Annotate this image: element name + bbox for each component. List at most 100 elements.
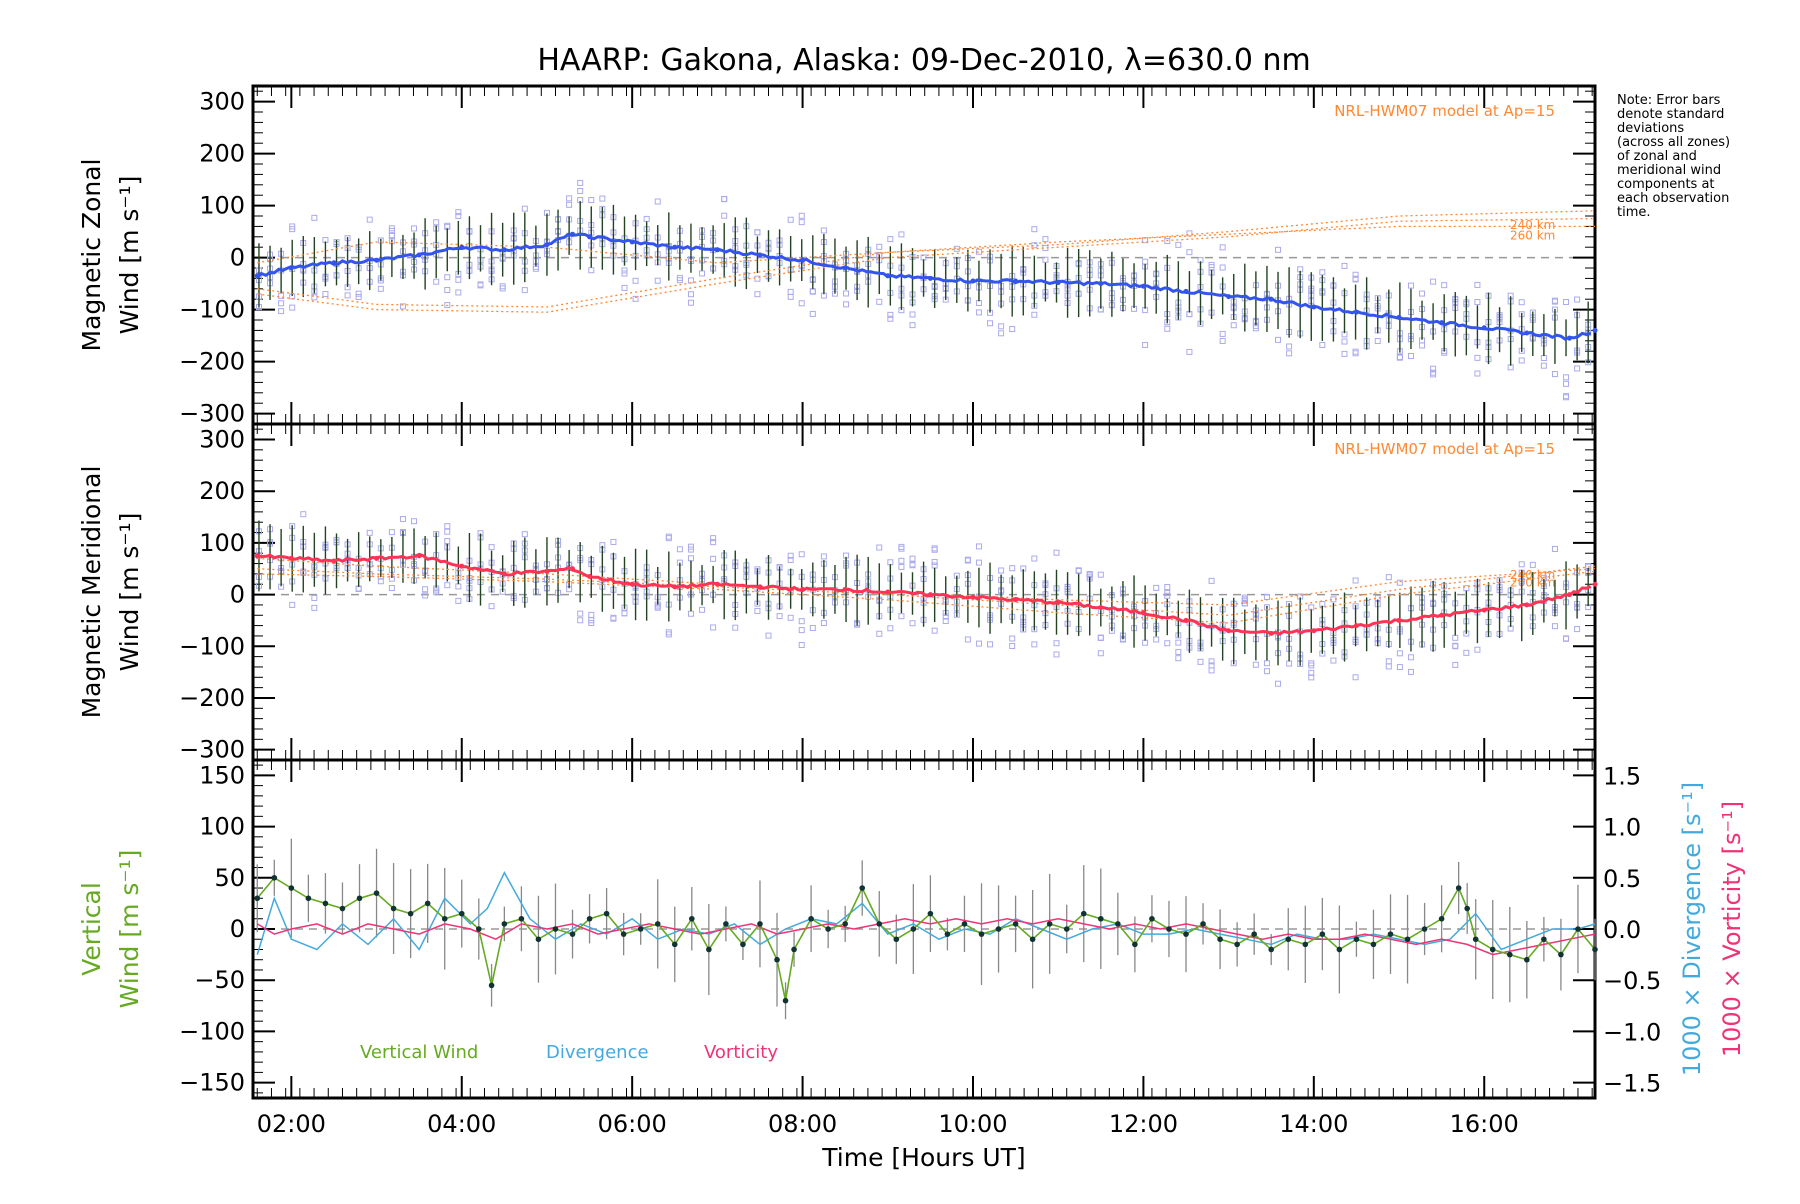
zone-sample-point	[776, 613, 783, 620]
zone-sample-point	[377, 285, 384, 292]
vertical-wind-point	[1166, 926, 1172, 932]
zone-sample-point	[1474, 299, 1481, 306]
vertical-wind-point	[1506, 951, 1513, 958]
divergence-line	[256, 871, 1596, 955]
zone-sample-point	[754, 275, 761, 282]
zone-sample-point	[987, 320, 994, 327]
zone-sample-point	[1518, 299, 1525, 306]
zone-sample-point	[1385, 663, 1392, 670]
zone-sample-point	[732, 624, 739, 631]
zone-sample-point	[377, 578, 384, 585]
zone-sample-point	[444, 582, 451, 589]
series-point	[1055, 599, 1061, 605]
vertical-wind-point	[586, 915, 593, 922]
zone-sample-point	[798, 551, 805, 558]
zone-sample-point	[1574, 365, 1581, 372]
zone-sample-point	[710, 535, 717, 542]
vertical-wind-point	[1063, 926, 1070, 932]
model-curve	[257, 217, 1596, 313]
y-tick-label: 100	[199, 192, 245, 220]
vertical-wind-point	[288, 885, 295, 891]
series-point	[1481, 607, 1487, 613]
zone-sample-point	[1031, 311, 1038, 318]
zone-sample-point	[1142, 639, 1149, 646]
zone-sample-point	[1097, 571, 1104, 578]
zone-sample-point	[1563, 635, 1570, 642]
zone-sample-point	[1563, 374, 1570, 381]
zone-sample-point	[1286, 350, 1293, 357]
model-label: NRL-HWM07 model at Ap=15	[1334, 440, 1555, 458]
series-point	[1353, 309, 1359, 315]
series-point	[1566, 592, 1572, 598]
zone-sample-point	[876, 630, 883, 637]
vertical-wind-point	[1455, 885, 1462, 891]
series-point	[587, 573, 593, 579]
zone-sample-point	[521, 205, 528, 212]
series-point	[587, 234, 593, 240]
zone-sample-point	[931, 545, 938, 552]
zone-sample-point	[1341, 338, 1348, 345]
zone-sample-point	[721, 195, 728, 202]
y-axis-label: Wind [m s⁻¹]	[115, 513, 144, 672]
x-tick-label: 04:00	[427, 1110, 496, 1138]
zone-sample-point	[887, 236, 894, 243]
series-point	[1098, 281, 1104, 287]
zone-sample-point	[975, 640, 982, 647]
y-tick-label: 300	[199, 426, 245, 454]
zone-sample-point	[787, 552, 794, 559]
vertical-wind-point	[723, 921, 729, 927]
zone-sample-point	[843, 301, 850, 308]
zone-sample-point	[1308, 669, 1315, 676]
zone-sample-point	[1474, 354, 1481, 361]
zone-sample-point	[1396, 579, 1403, 586]
zone-sample-point	[1186, 348, 1193, 355]
vertical-wind-point	[1353, 936, 1360, 943]
zone-sample-point	[1031, 641, 1038, 648]
vertical-wind-point	[1472, 936, 1479, 943]
vertical-wind-point	[1421, 926, 1428, 932]
vertical-wind-point	[1200, 921, 1206, 927]
model-altitude-label: 260 km	[1510, 228, 1555, 242]
zone-sample-point	[355, 290, 362, 297]
zone-sample-point	[798, 300, 805, 307]
zone-sample-point	[1031, 555, 1038, 562]
zone-sample-point	[975, 559, 982, 566]
series-point	[714, 247, 720, 253]
zone-sample-point	[632, 295, 639, 302]
y-tick-label: −300	[179, 400, 245, 428]
zone-sample-point	[887, 315, 894, 322]
zone-sample-point	[909, 555, 916, 562]
vertical-wind-point	[535, 936, 542, 943]
zone-sample-point	[1053, 549, 1060, 556]
vertical-wind-point	[1438, 915, 1445, 922]
zone-sample-point	[411, 518, 418, 525]
zone-sample-point	[1042, 256, 1049, 263]
series-point	[374, 555, 380, 561]
zone-sample-point	[311, 594, 318, 601]
y-tick-label: 100	[199, 529, 245, 557]
zone-sample-point	[433, 219, 440, 226]
series-point	[544, 568, 550, 574]
zone-sample-point	[1175, 655, 1182, 662]
vertical-wind-point	[1404, 936, 1411, 943]
zone-sample-point	[610, 538, 617, 545]
series-point	[1592, 327, 1598, 333]
zone-sample-point	[710, 555, 717, 562]
zone-sample-point	[444, 302, 451, 309]
zone-sample-point	[1219, 244, 1226, 251]
series-point	[501, 571, 507, 577]
zone-sample-point	[909, 311, 916, 318]
zone-sample-point	[798, 618, 805, 625]
model-label: NRL-HWM07 model at Ap=15	[1334, 102, 1555, 120]
right-y-tick-label: 1.0	[1603, 814, 1641, 842]
series-point	[1183, 617, 1189, 623]
series-point	[1013, 278, 1019, 284]
series-point	[970, 594, 976, 600]
vertical-wind-point	[842, 921, 848, 927]
series-point	[1481, 325, 1487, 331]
x-tick-label: 06:00	[598, 1110, 667, 1138]
y-tick-label: −300	[179, 736, 245, 764]
zone-sample-point	[1518, 561, 1525, 568]
zone-sample-point	[1263, 668, 1270, 675]
